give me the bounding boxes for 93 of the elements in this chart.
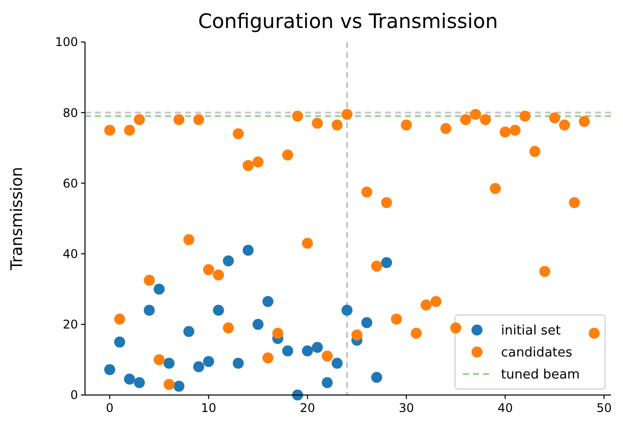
point — [450, 322, 462, 334]
point — [312, 342, 323, 353]
point — [342, 304, 353, 316]
point — [262, 296, 274, 307]
point — [154, 284, 165, 295]
point — [302, 345, 313, 356]
point — [203, 264, 214, 276]
point — [578, 116, 590, 127]
x-tick-label: 50 — [596, 401, 612, 415]
point — [173, 380, 184, 392]
point — [222, 255, 234, 266]
point — [124, 374, 135, 385]
x-tick-label: 10 — [200, 401, 216, 415]
point — [104, 364, 116, 376]
point — [381, 197, 392, 208]
point — [519, 110, 530, 122]
point — [480, 114, 491, 126]
point — [410, 328, 422, 339]
point — [144, 304, 155, 316]
x-tick-label: 0 — [106, 401, 114, 415]
point — [361, 186, 372, 198]
point — [510, 124, 521, 136]
point — [242, 244, 254, 256]
point — [500, 126, 511, 138]
point — [232, 358, 244, 369]
point — [568, 197, 580, 208]
point — [193, 114, 204, 126]
point — [262, 352, 274, 364]
point — [252, 318, 264, 330]
point — [212, 304, 224, 316]
point — [390, 314, 402, 325]
point — [212, 269, 224, 280]
y-tick-label: 100 — [55, 35, 78, 50]
point — [232, 128, 244, 140]
point — [164, 358, 175, 369]
point — [322, 350, 333, 362]
point — [173, 114, 184, 126]
point — [252, 156, 264, 168]
legend-label: tuned beam — [501, 368, 580, 383]
point — [114, 336, 126, 348]
point — [588, 328, 600, 339]
point — [470, 108, 482, 120]
point — [549, 112, 560, 124]
point — [430, 296, 442, 307]
point — [332, 358, 343, 369]
point — [282, 345, 294, 356]
point — [440, 122, 452, 134]
point — [124, 124, 135, 136]
point — [371, 260, 382, 272]
point — [193, 361, 204, 372]
point — [134, 377, 145, 388]
point — [292, 110, 304, 122]
chart-title: Configuration vs Transmission — [198, 9, 498, 33]
point — [371, 372, 382, 383]
y-tick-label: 20 — [62, 318, 78, 332]
x-tick-label: 30 — [398, 401, 414, 415]
point — [302, 238, 313, 249]
point — [242, 160, 254, 172]
point — [322, 377, 333, 388]
point — [164, 378, 175, 390]
point — [104, 124, 116, 136]
point — [460, 114, 472, 126]
point — [490, 182, 501, 194]
point — [114, 314, 126, 325]
point — [381, 257, 392, 268]
point — [134, 114, 145, 126]
point — [154, 354, 165, 366]
y-tick-label: 60 — [62, 176, 78, 190]
point — [400, 119, 412, 130]
x-tick-label: 20 — [300, 401, 316, 415]
point — [559, 119, 570, 130]
point — [282, 149, 294, 160]
y-tick-label: 0 — [70, 388, 78, 402]
x-tick-label: 40 — [498, 401, 513, 415]
point — [222, 322, 234, 334]
y-axis-title: Transmission — [7, 166, 26, 272]
point — [183, 326, 194, 337]
legend-label: initial set — [501, 324, 561, 339]
point — [183, 234, 194, 246]
point — [351, 329, 362, 340]
point — [272, 328, 284, 339]
point — [332, 119, 343, 130]
point — [539, 266, 550, 277]
y-tick-label: 40 — [62, 247, 78, 261]
point — [203, 356, 214, 367]
point — [529, 146, 540, 157]
point — [361, 317, 372, 328]
point — [420, 299, 432, 310]
legend-label: candidates — [501, 346, 573, 361]
point — [312, 118, 323, 129]
y-tick-label: 80 — [62, 106, 78, 120]
point — [342, 108, 353, 120]
point — [144, 274, 155, 286]
